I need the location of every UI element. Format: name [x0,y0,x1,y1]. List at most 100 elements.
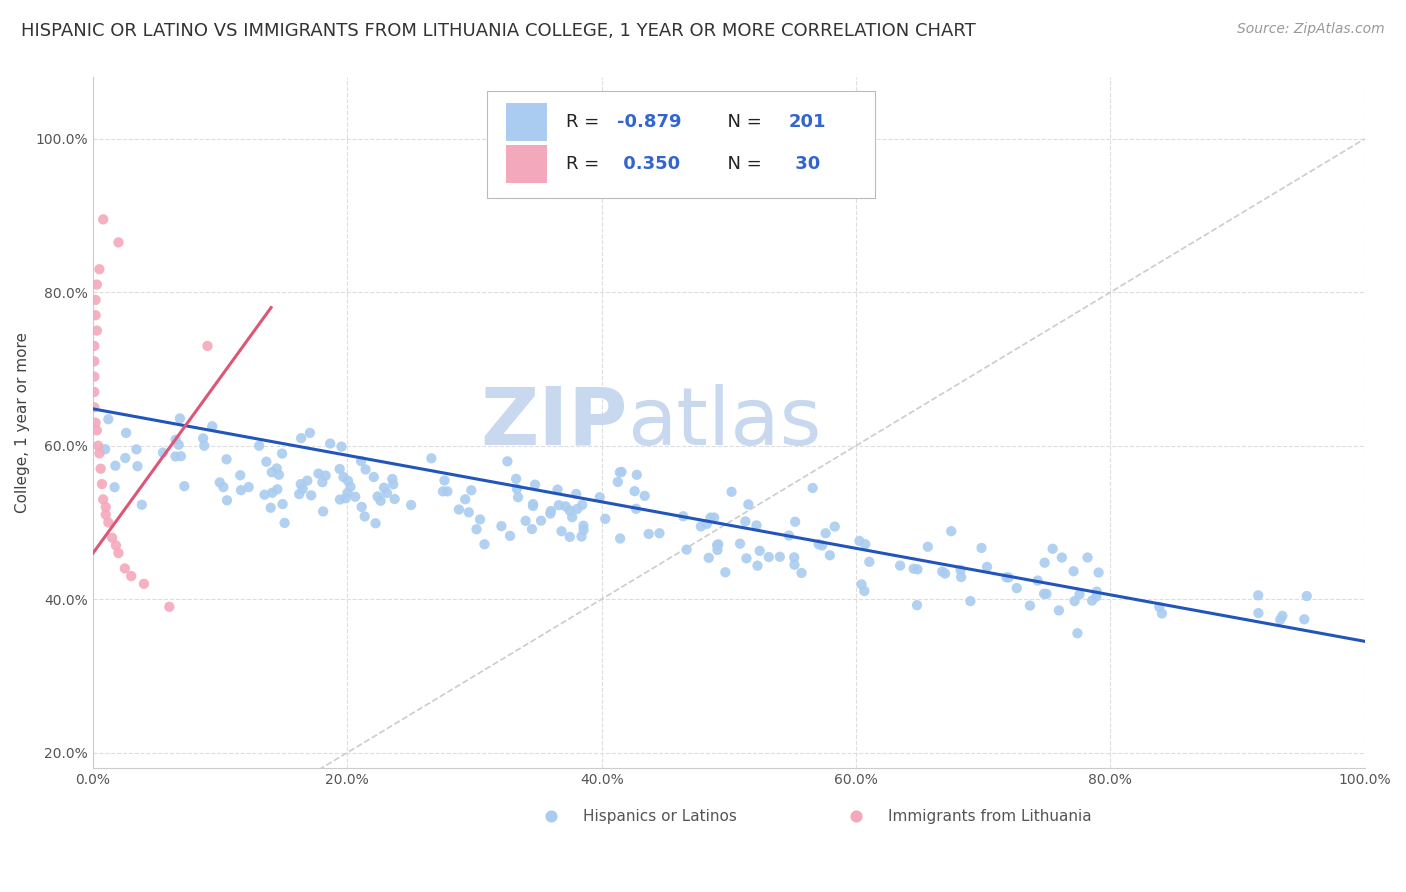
Point [491,519,513,533]
Text: HISPANIC OR LATINO VS IMMIGRANTS FROM LITHUANIA COLLEGE, 1 YEAR OR MORE CORRELAT: HISPANIC OR LATINO VS IMMIGRANTS FROM LI… [21,22,976,40]
Point [84,416,107,430]
Point [353,509,375,524]
Point [329,492,352,507]
Point [271,497,294,511]
Point [1081,593,1104,607]
Point [950,570,973,584]
Point [103,480,125,494]
Point [1150,607,1173,621]
Point [266,483,288,497]
Point [1033,587,1056,601]
Point [499,529,522,543]
Point [703,510,725,524]
Point [905,598,928,612]
Point [748,544,770,558]
Text: -0.879: -0.879 [617,113,682,131]
Point [266,461,288,475]
Point [330,440,353,454]
Point [790,566,813,580]
Point [91,477,114,491]
Point [572,523,595,537]
Point [728,537,751,551]
Point [83,339,105,353]
Point [229,483,252,498]
Text: atlas: atlas [627,384,821,462]
Point [720,484,742,499]
Point [1005,581,1028,595]
Point [593,512,616,526]
Point [571,498,593,512]
Point [447,502,470,516]
Point [697,550,720,565]
Point [550,524,572,539]
Text: 201: 201 [789,113,827,131]
Point [547,498,569,512]
Point [201,419,224,434]
Point [373,481,395,495]
Point [170,449,193,463]
Point [606,475,628,489]
Point [460,483,482,498]
Point [1063,594,1085,608]
Point [271,447,294,461]
Point [354,462,377,476]
Point [336,486,359,500]
Point [571,529,593,543]
Point [97,516,120,530]
Point [86,423,108,437]
Point [363,470,385,484]
Point [917,540,939,554]
Point [1063,564,1085,578]
FancyBboxPatch shape [506,103,547,141]
Point [567,502,589,516]
Text: Immigrants from Lithuania: Immigrants from Lithuania [887,809,1091,823]
Point [167,438,190,452]
Point [332,470,354,484]
Point [132,576,155,591]
Point [212,480,235,494]
Point [344,490,367,504]
Point [1042,541,1064,556]
Point [848,533,870,548]
Point [114,450,136,465]
Point [1087,566,1109,580]
FancyBboxPatch shape [506,145,547,183]
Point [165,450,187,464]
Point [496,454,519,468]
Text: ZIP: ZIP [479,384,627,462]
Point [86,324,108,338]
Point [1270,613,1292,627]
Point [934,566,956,581]
Point [381,472,404,486]
Point [931,565,953,579]
Point [339,480,361,494]
Point [1085,584,1108,599]
Point [554,500,576,514]
Point [1035,587,1057,601]
Point [94,508,117,522]
Point [107,235,129,250]
Point [104,538,127,552]
Point [609,465,631,479]
Text: 30: 30 [789,154,820,173]
Point [273,516,295,530]
Text: N =: N = [716,154,768,173]
Point [1247,588,1270,602]
Point [370,493,392,508]
Point [783,558,806,572]
Text: Source: ZipAtlas.com: Source: ZipAtlas.com [1237,22,1385,37]
Point [558,530,581,544]
Point [783,550,806,565]
Point [89,446,111,460]
Point [432,484,454,499]
Point [436,484,458,499]
Point [706,543,728,558]
Point [291,482,314,496]
Point [262,485,284,500]
Point [319,436,342,450]
Point [382,477,405,491]
Point [89,262,111,277]
Point [101,531,124,545]
Point [610,465,633,479]
Point [191,431,214,445]
